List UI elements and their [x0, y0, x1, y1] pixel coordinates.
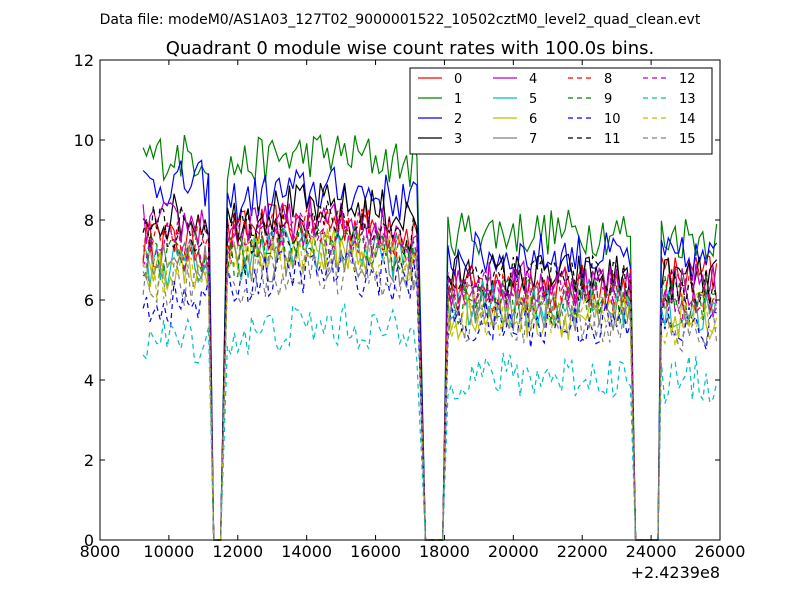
- series-line-3: [142, 182, 718, 541]
- figure-suptitle: Data file: modeM0/AS1A03_127T02_90000015…: [100, 12, 701, 28]
- legend-label-3: 3: [454, 132, 462, 147]
- series-line-4: [142, 199, 718, 541]
- y-tick-label: 10: [74, 131, 94, 150]
- legend-label-4: 4: [529, 72, 537, 87]
- legend-label-9: 9: [604, 92, 612, 107]
- legend-label-14: 14: [679, 112, 696, 127]
- legend-label-0: 0: [454, 72, 462, 87]
- y-tick-label: 12: [74, 51, 94, 70]
- x-tick-label: 22000: [557, 542, 608, 561]
- legend-label-15: 15: [679, 132, 696, 147]
- legend-label-12: 12: [679, 72, 696, 87]
- series-line-12: [142, 211, 718, 541]
- legend-label-11: 11: [604, 132, 621, 147]
- y-tick-label: 6: [84, 291, 94, 310]
- chart-title: Quadrant 0 module wise count rates with …: [166, 38, 655, 59]
- legend-label-6: 6: [529, 112, 537, 127]
- series-line-14: [142, 231, 718, 541]
- legend-label-7: 7: [529, 132, 537, 147]
- x-tick-label: 16000: [350, 542, 401, 561]
- x-tick-label: 26000: [695, 542, 746, 561]
- series-line-9: [142, 223, 717, 541]
- x-tick-label: 12000: [212, 542, 263, 561]
- x-tick-label: 8000: [80, 542, 121, 561]
- series-line-13: [142, 303, 718, 541]
- x-tick-label: 18000: [419, 542, 470, 561]
- legend-label-8: 8: [604, 72, 612, 87]
- series-line-10: [142, 248, 717, 541]
- y-tick-label: 8: [84, 211, 94, 230]
- x-tick-label: 20000: [488, 542, 539, 561]
- legend-label-1: 1: [454, 92, 462, 107]
- legend-label-13: 13: [679, 92, 696, 107]
- x-tick-label: 10000: [143, 542, 194, 561]
- y-tick-label: 4: [84, 371, 94, 390]
- legend-frame: [409, 67, 713, 155]
- series-line-2: [142, 159, 718, 541]
- ticks-layer: 8000 10000 12000 14000 16000 18000 20000 22000 2…: [74, 51, 746, 561]
- x-tick-label: 14000: [281, 542, 332, 561]
- x-tick-label: 24000: [626, 542, 677, 561]
- legend-label-10: 10: [604, 112, 621, 127]
- series-line-8: [142, 208, 717, 541]
- x-offset-label: +2.4239e8: [631, 563, 720, 582]
- y-tick-label: 2: [84, 451, 94, 470]
- legend-label-5: 5: [529, 92, 537, 107]
- series-line-15: [142, 246, 718, 541]
- y-tick-label: 0: [84, 531, 94, 550]
- legend-label-2: 2: [454, 112, 462, 127]
